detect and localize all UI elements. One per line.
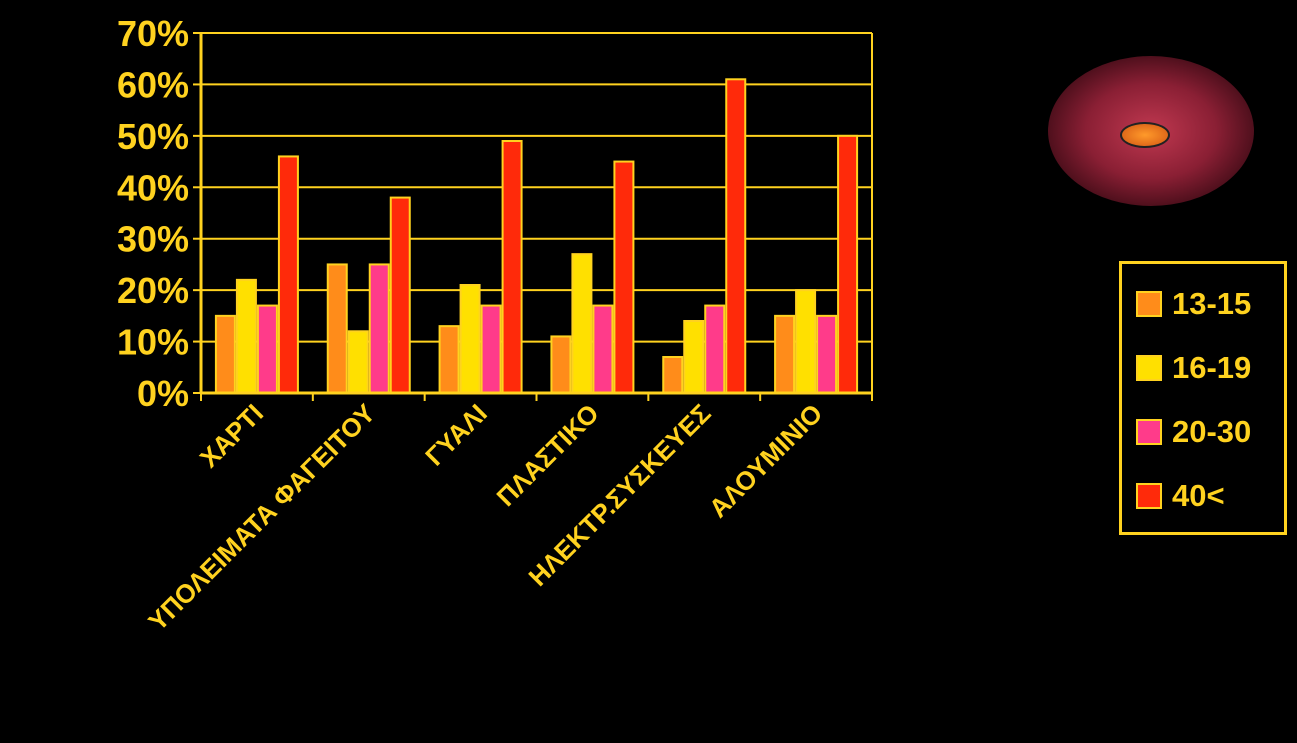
bar-16-19-2: [461, 285, 480, 393]
bar-40--3: [614, 162, 633, 393]
y-tick-label: 30%: [117, 219, 189, 260]
bars: [216, 79, 857, 393]
y-tick-labels: 0% 10% 20% 30% 40% 50% 60% 70%: [117, 13, 189, 414]
bar-20-30-5: [817, 316, 836, 393]
y-tick-label: 60%: [117, 64, 189, 105]
grid-lines: [201, 33, 872, 342]
bar-20-30-0: [258, 306, 277, 393]
legend-swatch-13-15: [1136, 291, 1162, 317]
x-category-label: ΗΛΕΚΤΡ.ΣΥΣΚΕΥΕΣ: [523, 398, 717, 592]
bar-13-15-4: [663, 357, 682, 393]
x-category-label: ΠΛΑΣΤΙΚΟ: [491, 398, 605, 512]
legend-label: 40<: [1172, 478, 1225, 514]
legend-item-13-15: 13-15: [1136, 284, 1251, 324]
bar-13-15-1: [328, 264, 347, 393]
y-tick-label: 20%: [117, 270, 189, 311]
legend-label: 16-19: [1172, 350, 1251, 386]
legend-label: 20-30: [1172, 414, 1251, 450]
legend-swatch-20-30: [1136, 419, 1162, 445]
y-tick-label: 0%: [137, 373, 189, 414]
bar-16-19-0: [237, 280, 256, 393]
bar-16-19-5: [796, 290, 815, 393]
bar-13-15-5: [775, 316, 794, 393]
y-tick-label: 70%: [117, 13, 189, 54]
bar-16-19-4: [684, 321, 703, 393]
legend-swatch-16-19: [1136, 355, 1162, 381]
orb-center-icon: [1120, 122, 1170, 148]
bar-16-19-3: [572, 254, 591, 393]
y-tick-label: 10%: [117, 322, 189, 363]
y-tick-label: 50%: [117, 116, 189, 157]
x-category-label: ΥΠΟΛΕΙΜΑΤΑ ΦΑΓΕΙΤΟΥ: [142, 398, 381, 637]
decorative-orb-image: [1048, 56, 1254, 206]
bar-13-15-3: [551, 336, 570, 393]
bar-40--1: [391, 198, 410, 393]
y-tick-label: 40%: [117, 167, 189, 208]
bar-40--4: [726, 79, 745, 393]
legend: 13-15 16-19 20-30 40<: [1119, 261, 1287, 535]
legend-item-40-plus: 40<: [1136, 476, 1225, 516]
legend-swatch-40-plus: [1136, 483, 1162, 509]
bar-40--5: [838, 136, 857, 393]
bar-20-30-3: [593, 306, 612, 393]
legend-item-16-19: 16-19: [1136, 348, 1251, 388]
legend-item-20-30: 20-30: [1136, 412, 1251, 452]
bar-16-19-1: [349, 331, 368, 393]
bar-13-15-0: [216, 316, 235, 393]
bar-40--0: [279, 156, 298, 393]
bar-20-30-2: [482, 306, 501, 393]
x-category-label: ΧΑΡΤΙ: [194, 398, 269, 473]
x-category-label: ΑΛΟΥΜΙΝΙΟ: [703, 398, 828, 523]
bar-20-30-4: [705, 306, 724, 393]
legend-label: 13-15: [1172, 286, 1251, 322]
bar-20-30-1: [370, 264, 389, 393]
x-category-label: ΓΥΑΛΙ: [419, 398, 493, 472]
bar-40--2: [503, 141, 522, 393]
bar-13-15-2: [440, 326, 459, 393]
